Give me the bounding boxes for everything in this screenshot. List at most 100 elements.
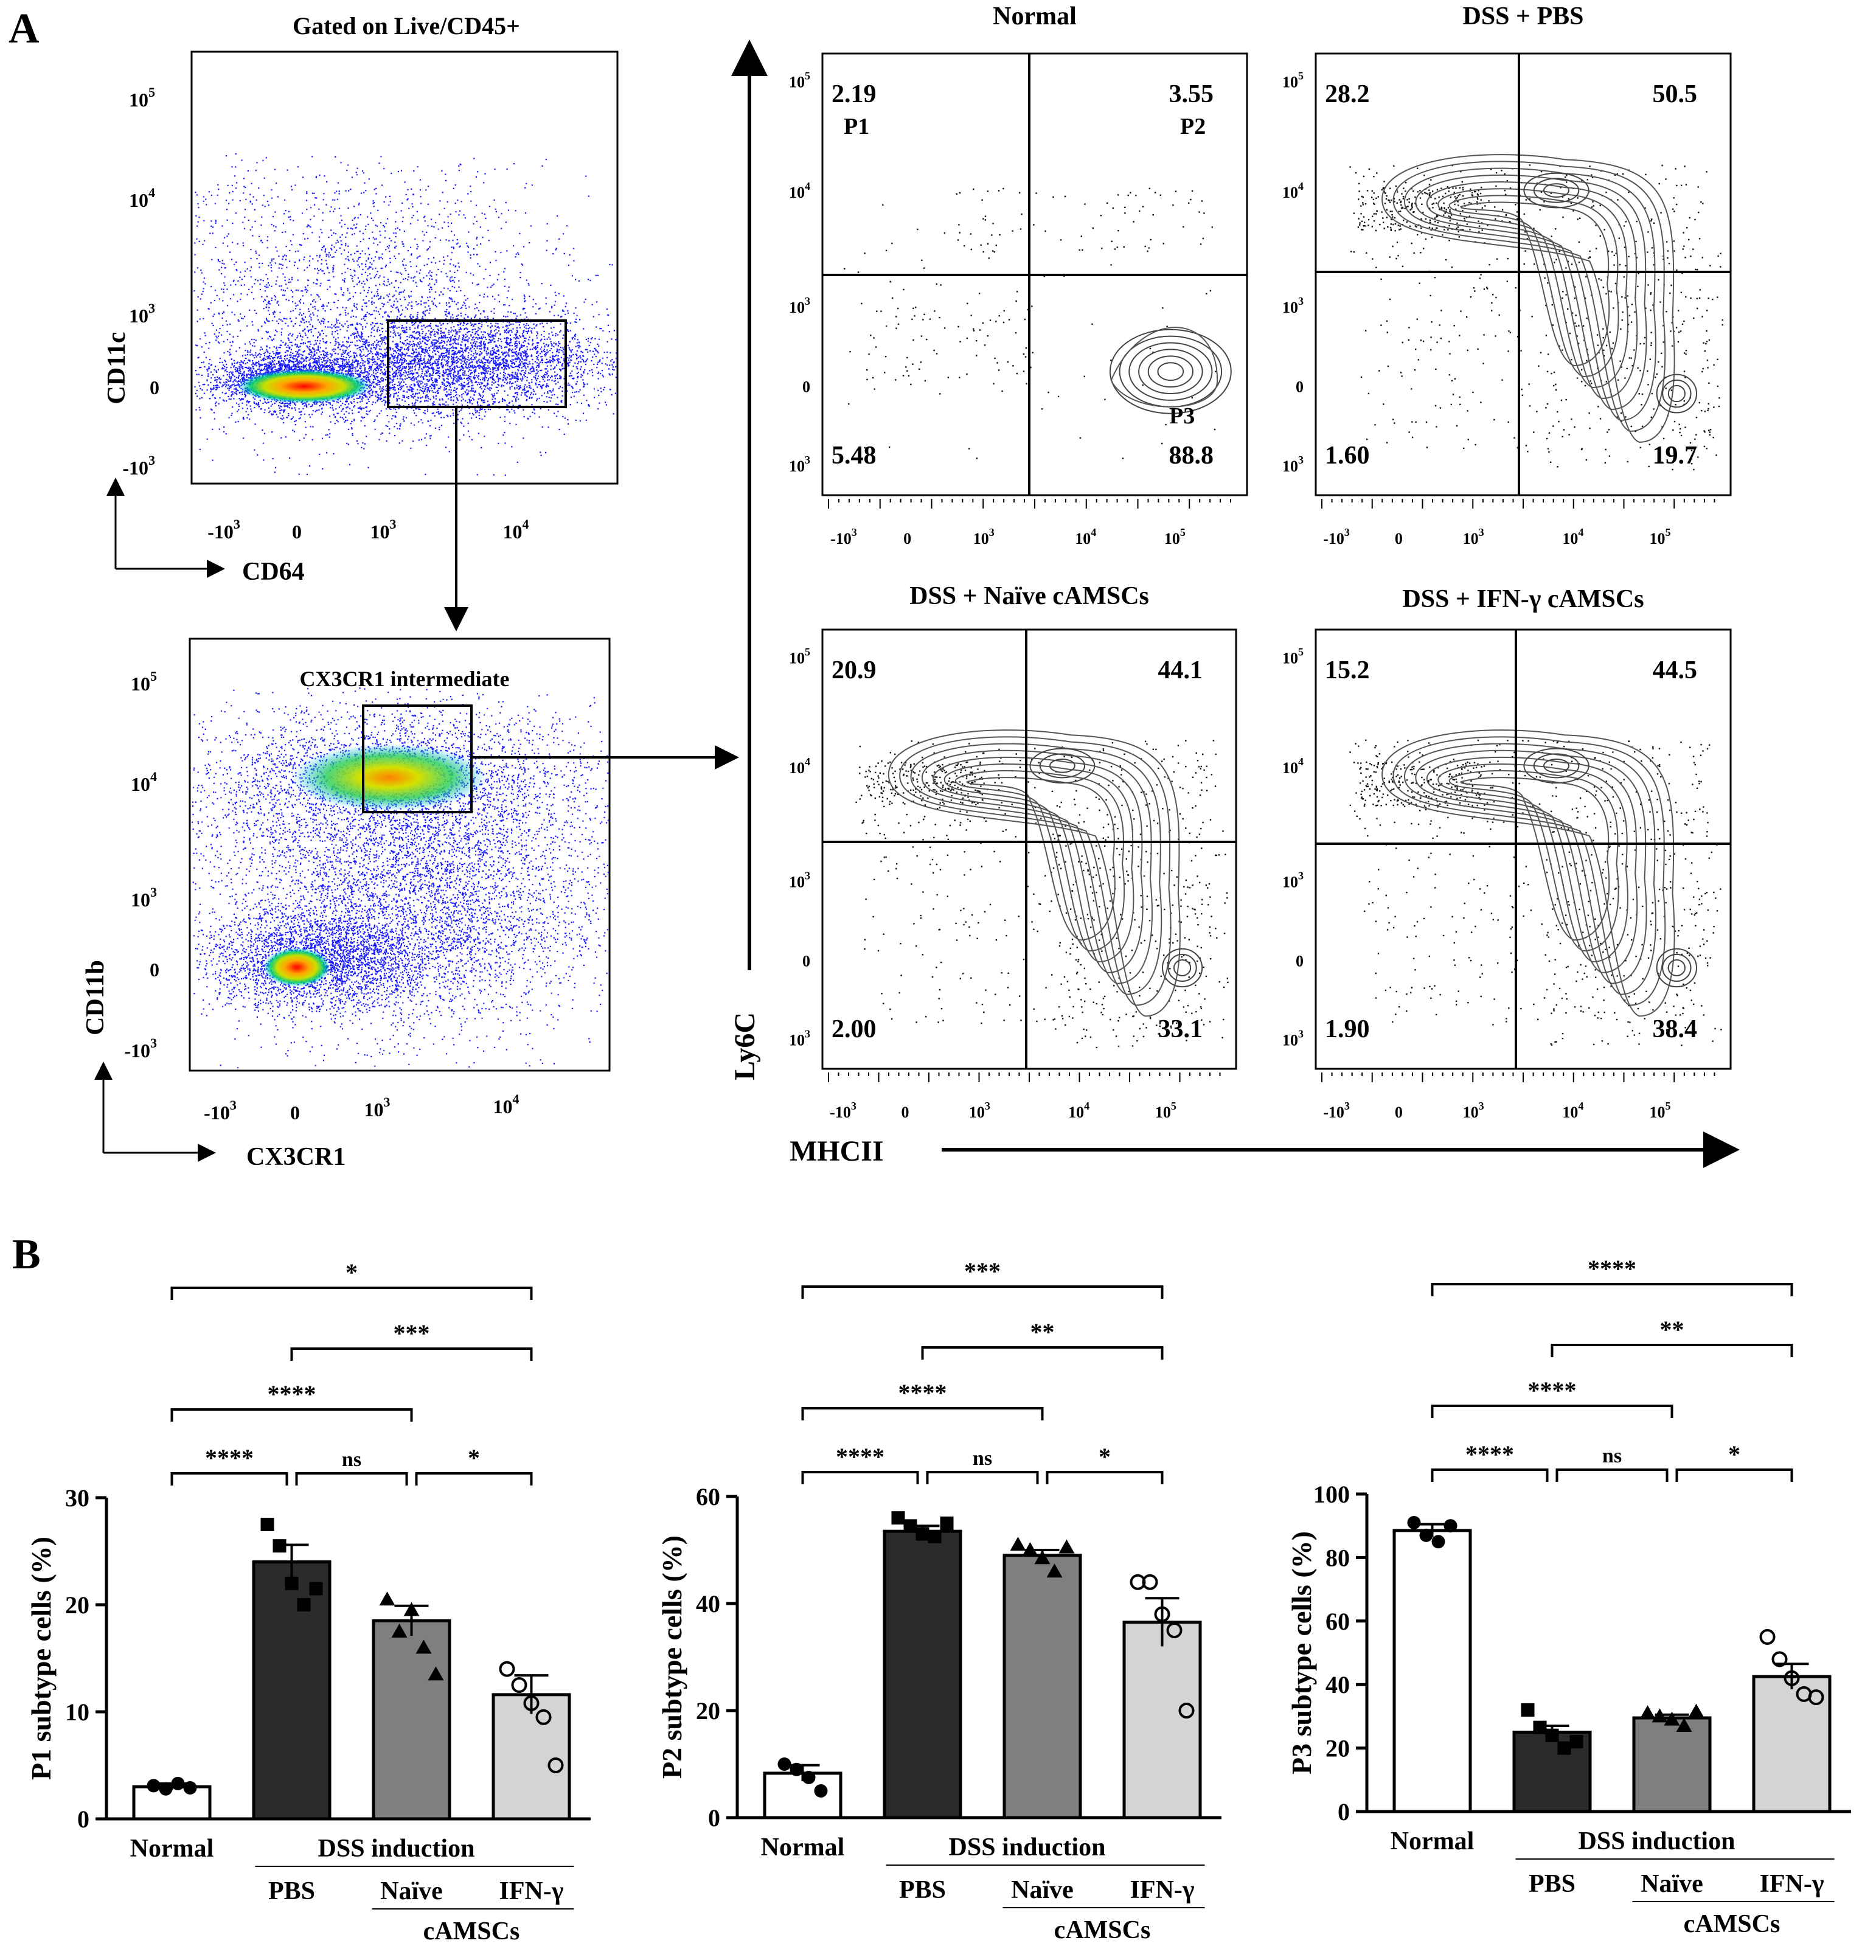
y-tick-label: 103 <box>1282 295 1304 316</box>
significance-label: * <box>1099 1443 1111 1470</box>
significance-bracket <box>1675 1468 1793 1482</box>
bar-ifn <box>1752 1675 1832 1813</box>
contour-band-line <box>1448 195 1619 378</box>
contour-ring <box>1173 959 1192 976</box>
data-point <box>1443 1519 1457 1533</box>
svg-text:0: 0 <box>150 959 159 981</box>
significance-label: ns <box>1602 1445 1622 1467</box>
group-label-pbs: PBS <box>899 1876 946 1904</box>
y-tick-label: 60 <box>1325 1608 1350 1635</box>
y-tick-label: 105 <box>1282 645 1304 667</box>
significance-bracket <box>1431 1468 1549 1482</box>
quadrant-ll-value: 1.90 <box>1325 1015 1370 1043</box>
data-point <box>547 1757 564 1773</box>
x-tick-label: 105 <box>1155 1100 1176 1121</box>
y-tick-label: 104 <box>789 756 810 777</box>
group-label-ifn: IFN-γ <box>1130 1876 1195 1904</box>
gating-bottom-gate-label: CX3CR1 intermediate <box>300 667 510 691</box>
contour-band-line <box>921 749 1153 984</box>
significance-bracket <box>1431 1283 1793 1296</box>
contour-ring <box>1039 753 1086 779</box>
gating-top-density-hotspot <box>237 369 371 403</box>
quadrant-ur-value: 50.5 <box>1653 80 1698 108</box>
contour-plot-frame <box>1315 628 1732 1070</box>
contour-ring <box>1128 342 1213 401</box>
contour-plot-3: DSS + Naïve cAMSCs 20.9 44.1 2.00 33.1 105 104… <box>789 582 1237 1121</box>
data-point <box>1533 1720 1547 1734</box>
y-tick-label: 104 <box>789 180 810 201</box>
svg-text:103: 103 <box>129 301 155 327</box>
data-point <box>1154 1606 1170 1622</box>
svg-text:104: 104 <box>493 1091 519 1117</box>
contour-plot-title: Normal <box>993 2 1077 30</box>
contour-ring <box>1157 362 1184 381</box>
data-point <box>891 1511 905 1525</box>
data-point <box>523 1695 540 1711</box>
contour-ring <box>1523 748 1589 784</box>
significance-label: **** <box>1588 1255 1636 1282</box>
contour-band-line <box>888 729 1181 1017</box>
data-point <box>1569 1735 1583 1749</box>
data-point <box>415 1639 432 1654</box>
significance-bracket <box>926 1471 1039 1484</box>
significance-bracket <box>290 1347 533 1361</box>
contour-band-line <box>1415 174 1647 410</box>
contour-band-line <box>1403 167 1656 421</box>
x-tick-label: 103 <box>1463 1100 1484 1121</box>
y-tick-label: 0 <box>802 378 810 396</box>
data-point <box>499 1661 515 1677</box>
data-point <box>309 1582 323 1596</box>
significance-bracket <box>801 1407 1044 1420</box>
group-label-ifn: IFN-γ <box>1760 1870 1824 1898</box>
data-point <box>1010 1537 1026 1551</box>
data-point <box>777 1757 791 1771</box>
significance-label: **** <box>268 1380 316 1408</box>
quadrant-ul-value: 20.9 <box>832 656 877 684</box>
quadrant-ll-value: 1.60 <box>1325 442 1370 470</box>
contour-band-line <box>1426 756 1638 973</box>
bar-nave <box>372 1619 451 1821</box>
significance-bracket <box>801 1471 919 1484</box>
svg-text:103: 103 <box>131 884 157 911</box>
contour-band-line <box>1437 763 1628 963</box>
contour-plot-title: DSS + PBS <box>1462 2 1583 30</box>
y-tick-label: 30 <box>65 1484 89 1512</box>
contour-plot-title: DSS + IFN-γ cAMSCs <box>1402 585 1644 613</box>
data-point <box>1046 1563 1063 1578</box>
contour-ring <box>1029 748 1096 784</box>
svg-text:-103: -103 <box>204 1097 237 1124</box>
quadrant-lr-value: 88.8 <box>1169 442 1214 470</box>
significance-label: **** <box>1465 1440 1514 1468</box>
y-tick-label: 0 <box>1296 378 1304 396</box>
contour-ring <box>1543 183 1570 198</box>
data-point <box>1178 1703 1195 1718</box>
gating-top-plot <box>190 50 619 485</box>
contour-band-line <box>1448 770 1619 952</box>
y-axis-label: P2 subtype cells (%) <box>656 1535 687 1779</box>
y-tick-label: 20 <box>696 1697 720 1725</box>
y-tick-label: 103 <box>1282 454 1304 475</box>
bar-pbs <box>252 1560 332 1821</box>
quadrant-ur-value: 44.5 <box>1653 656 1698 684</box>
gating-bottom-density-hotspot <box>263 948 330 987</box>
y-tick-label: 103 <box>789 454 810 475</box>
cd64-gate-box <box>387 319 567 408</box>
y-tick-label: 20 <box>65 1591 89 1619</box>
contour-ring <box>1162 948 1203 988</box>
x-tick-label: 103 <box>1463 526 1484 547</box>
quadrant-ur-value: 44.1 <box>1158 656 1203 684</box>
gating-top-xaxis: CD64 <box>242 558 305 586</box>
group-label-naive: Naïve <box>1641 1870 1703 1898</box>
contour-band-line <box>899 736 1172 1006</box>
group-label-normal: Normal <box>1391 1827 1475 1855</box>
data-point <box>1521 1703 1535 1717</box>
svg-text:103: 103 <box>370 516 397 543</box>
y-tick-label: 103 <box>789 1027 810 1049</box>
gating-bottom-yaxis: CD11b <box>82 960 109 1035</box>
significance-bracket <box>170 1287 533 1300</box>
data-point <box>147 1779 161 1793</box>
significance-label: ** <box>1030 1318 1055 1346</box>
gating-bottom-xaxis: CX3CR1 <box>246 1143 346 1171</box>
svg-text:104: 104 <box>129 185 155 211</box>
